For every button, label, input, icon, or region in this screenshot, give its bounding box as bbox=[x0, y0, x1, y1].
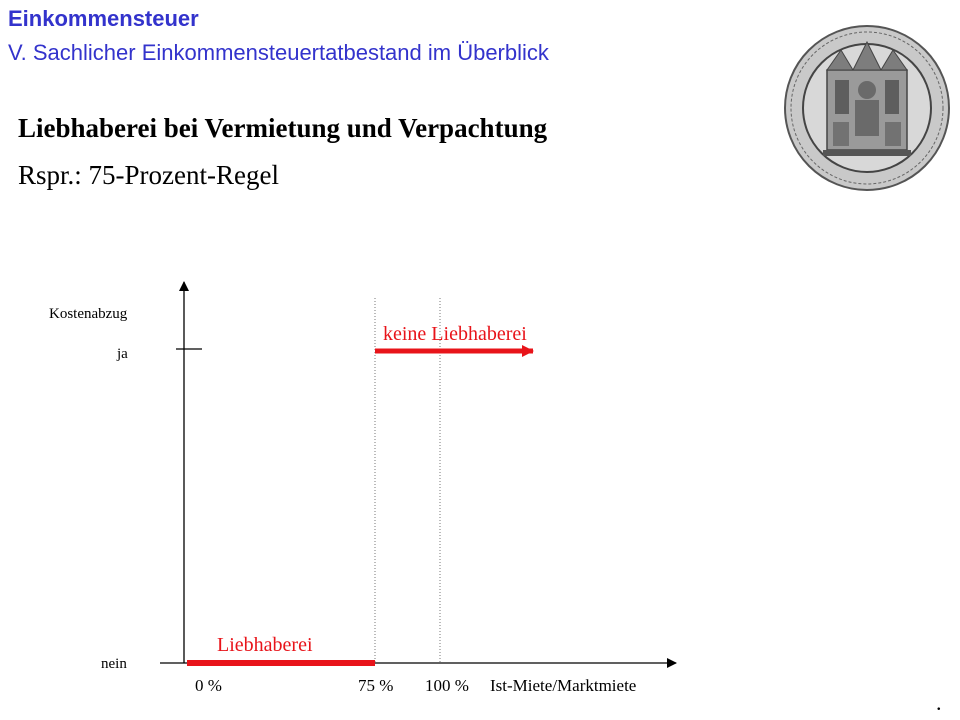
y-axis-title: Kostenabzug bbox=[49, 306, 128, 322]
header-subtitle: V. Sachlicher Einkommensteuertatbestand … bbox=[8, 40, 549, 65]
slide-heading: Liebhaberei bei Vermietung und Verpachtu… bbox=[18, 113, 548, 143]
region-low-label: Liebhaberei bbox=[217, 634, 313, 656]
x-axis-title: Ist-Miete/Marktmiete bbox=[490, 676, 636, 695]
x-tick-100: 100 % bbox=[425, 676, 469, 695]
header-title: Einkommensteuer bbox=[8, 6, 199, 31]
y-level-low-label: nein bbox=[101, 656, 127, 672]
x-tick-0: 0 % bbox=[195, 676, 222, 695]
x-tick-75: 75 % bbox=[358, 676, 393, 695]
region-high-label: keine Liebhaberei bbox=[383, 323, 527, 345]
y-level-high-label: ja bbox=[116, 346, 128, 362]
university-seal-icon bbox=[784, 25, 950, 191]
slide-subheading: Rspr.: 75-Prozent-Regel bbox=[18, 160, 279, 190]
trailing-dot: . bbox=[936, 690, 942, 715]
